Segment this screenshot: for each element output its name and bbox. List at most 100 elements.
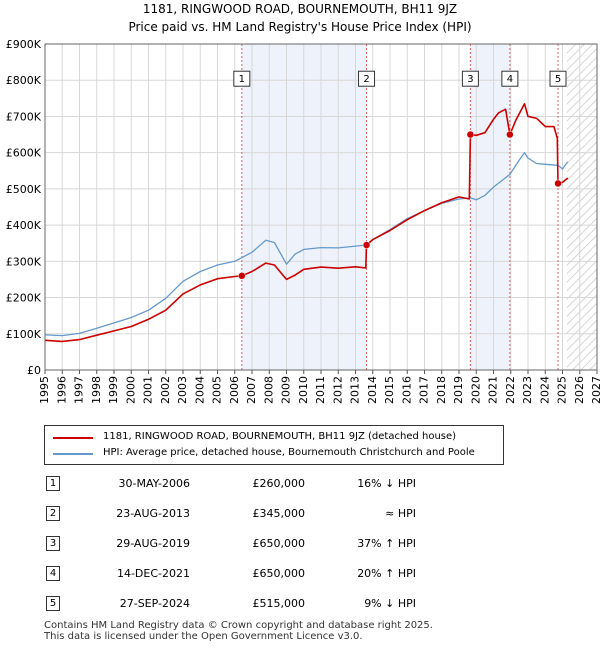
y-tick-label: £800K bbox=[6, 74, 42, 87]
property-price-line bbox=[44, 103, 569, 343]
table-row: 4 14-DEC-2021 £650,000 20% ↑ HPI bbox=[42, 558, 416, 588]
x-tick-label: 2019 bbox=[452, 376, 465, 404]
sale-box-label: 2 bbox=[363, 74, 369, 85]
x-tick-label: 2000 bbox=[124, 376, 137, 404]
sale-date: 14-DEC-2021 bbox=[116, 566, 190, 580]
y-tick-label: £300K bbox=[6, 255, 42, 268]
x-tick-label: 2015 bbox=[383, 376, 396, 404]
footer-copyright: Contains HM Land Registry data © Crown c… bbox=[44, 620, 433, 631]
sale-box-2 bbox=[358, 70, 376, 87]
x-tick-label: 2013 bbox=[349, 376, 362, 404]
sale-box-3 bbox=[461, 70, 479, 87]
sale-number-cell: 1 bbox=[42, 468, 90, 498]
y-tick-label: £100K bbox=[6, 328, 42, 341]
footer-licence: This data is licensed under the Open Gov… bbox=[44, 631, 363, 642]
sale-number: 3 bbox=[46, 535, 60, 551]
x-tick-label: 2005 bbox=[211, 376, 224, 404]
sale-price: £515,000 bbox=[252, 596, 306, 610]
sale-hpi-comparison: 20% ↑ HPI bbox=[357, 566, 416, 580]
sale-date: 27-SEP-2024 bbox=[119, 596, 190, 610]
sale-price: £345,000 bbox=[252, 506, 306, 520]
x-tick-label: 1996 bbox=[55, 376, 68, 404]
sale-price: £650,000 bbox=[252, 536, 306, 550]
x-tick-label: 1997 bbox=[73, 376, 86, 404]
sale-number: 4 bbox=[46, 565, 60, 581]
y-tick-label: £200K bbox=[6, 292, 42, 305]
sale-date: 30-MAY-2006 bbox=[118, 476, 190, 490]
hpi-line bbox=[44, 152, 569, 337]
sale-box-4 bbox=[501, 70, 519, 87]
sale-number-cell: 5 bbox=[42, 588, 90, 618]
y-tick-label: £400K bbox=[6, 219, 42, 232]
sale-hpi-comparison: 9% ↓ HPI bbox=[364, 596, 416, 610]
x-tick-label: 2010 bbox=[297, 376, 310, 404]
plot-border bbox=[44, 43, 598, 371]
x-tick-label: 2021 bbox=[487, 376, 500, 404]
x-tick-label: 1995 bbox=[38, 376, 51, 404]
chart-title: 1181, RINGWOOD ROAD, BOURNEMOUTH, BH11 9… bbox=[142, 2, 458, 16]
table-row: 2 23-AUG-2013 £345,000 ≈ HPI bbox=[42, 498, 416, 528]
y-tick-label: £900K bbox=[6, 38, 42, 51]
sale-number: 2 bbox=[46, 505, 60, 521]
sale-number: 1 bbox=[46, 475, 60, 491]
price-chart: 1 2 3 4 5 £0 £100K £200K £300K £400K £500K £600K £7… bbox=[6, 38, 600, 404]
sale-price: £650,000 bbox=[252, 566, 306, 580]
sale-number-cell: 2 bbox=[42, 498, 90, 528]
x-tick-label: 2002 bbox=[159, 376, 172, 404]
chart-legend: 1181, RINGWOOD ROAD, BOURNEMOUTH, BH11 9… bbox=[44, 425, 504, 465]
table-row: 5 27-SEP-2024 £515,000 9% ↓ HPI bbox=[42, 588, 416, 618]
x-tick-label: 2025 bbox=[556, 376, 569, 404]
x-tick-label: 2011 bbox=[314, 376, 327, 404]
sale-hpi-comparison: ≈ HPI bbox=[385, 506, 416, 520]
x-tick-label: 2012 bbox=[331, 376, 344, 404]
sale-hpi-comparison: 37% ↑ HPI bbox=[357, 536, 416, 550]
sale-price: £260,000 bbox=[252, 476, 306, 490]
x-tick-label: 1999 bbox=[107, 376, 120, 404]
x-tick-label: 2026 bbox=[573, 376, 586, 404]
legend-label-property: 1181, RINGWOOD ROAD, BOURNEMOUTH, BH11 9… bbox=[103, 431, 457, 442]
x-tick-label: 2017 bbox=[418, 376, 431, 404]
y-tick-label: £600K bbox=[6, 147, 42, 160]
x-tick-label: 2024 bbox=[538, 376, 551, 404]
x-tick-label: 2016 bbox=[400, 376, 413, 404]
table-row: 3 29-AUG-2019 £650,000 37% ↑ HPI bbox=[42, 528, 416, 558]
x-tick-label: 2007 bbox=[245, 376, 258, 404]
sale-number-cell: 4 bbox=[42, 558, 90, 588]
y-tick-label: £0 bbox=[27, 364, 41, 377]
sale-point-2 bbox=[362, 241, 371, 249]
sale-box-label: 3 bbox=[467, 74, 473, 85]
y-tick-label: £700K bbox=[6, 110, 42, 123]
x-tick-label: 2027 bbox=[590, 376, 600, 404]
sale-box-label: 5 bbox=[555, 74, 561, 85]
legend-label-hpi: HPI: Average price, detached house, Bour… bbox=[103, 447, 475, 458]
forecast-hatch bbox=[566, 44, 597, 370]
sales-table: 1 30-MAY-2006 £260,000 16% ↓ HPI 2 23-AUG-201… bbox=[42, 468, 416, 618]
sale-hpi-comparison: 16% ↓ HPI bbox=[357, 476, 416, 490]
x-tick-label: 2023 bbox=[521, 376, 534, 404]
x-tick-label: 2022 bbox=[504, 376, 517, 404]
legend-swatch-property bbox=[53, 437, 93, 439]
sale-date: 29-AUG-2019 bbox=[116, 536, 190, 550]
sale-number: 5 bbox=[46, 595, 60, 611]
x-tick-label: 2003 bbox=[176, 376, 189, 404]
legend-swatch-hpi bbox=[53, 453, 93, 455]
y-tick-label: £500K bbox=[6, 183, 42, 196]
table-row: 1 30-MAY-2006 £260,000 16% ↓ HPI bbox=[42, 468, 416, 498]
x-tick-label: 2020 bbox=[469, 376, 482, 404]
chart-subtitle: Price paid vs. HM Land Registry's House … bbox=[128, 20, 472, 34]
x-tick-label: 2018 bbox=[435, 376, 448, 404]
sale-date: 23-AUG-2013 bbox=[116, 506, 190, 520]
x-tick-label: 2006 bbox=[228, 376, 241, 404]
x-tick-label: 2014 bbox=[366, 376, 379, 404]
shaded-period-2 bbox=[470, 44, 510, 370]
sale-box-1 bbox=[233, 70, 251, 87]
footer: Contains HM Land Registry data © Crown c… bbox=[44, 620, 433, 642]
x-tick-label: 2004 bbox=[193, 376, 206, 404]
x-tick-label: 1998 bbox=[90, 376, 103, 404]
sale-number-cell: 3 bbox=[42, 528, 90, 558]
sale-box-label: 1 bbox=[239, 74, 245, 85]
sale-point-3 bbox=[466, 130, 475, 139]
sale-point-1 bbox=[238, 272, 246, 280]
sale-point-5 bbox=[554, 179, 562, 188]
x-tick-label: 2001 bbox=[142, 376, 155, 404]
